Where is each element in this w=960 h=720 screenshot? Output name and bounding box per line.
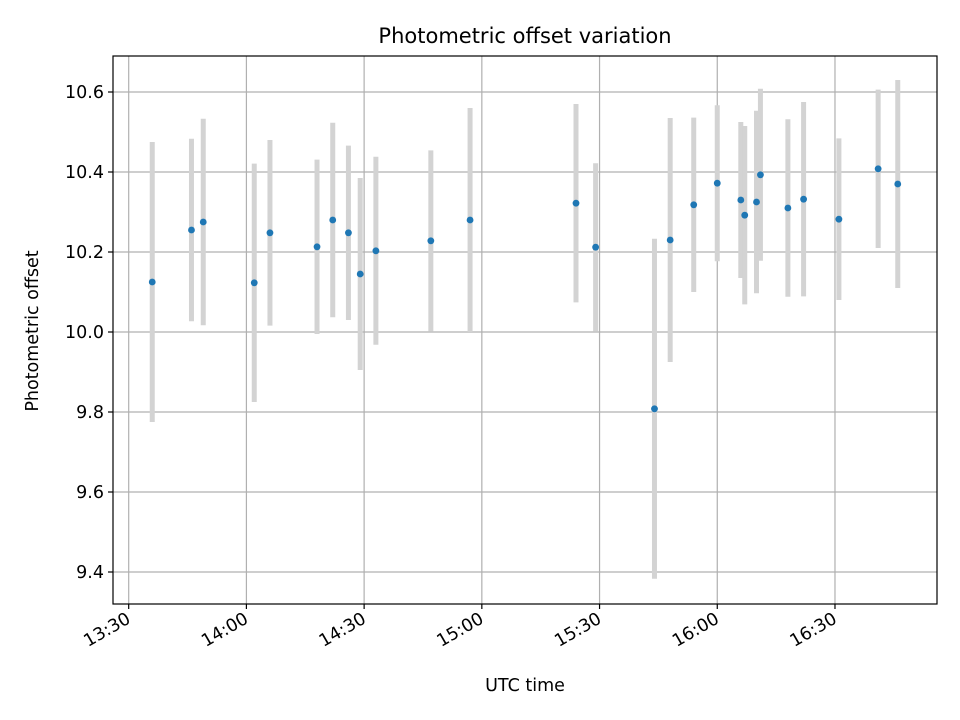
y-axis-title: Photometric offset bbox=[23, 250, 43, 411]
chart-title: Photometric offset variation bbox=[378, 24, 671, 48]
y-axis: 9.4 9.6 9.8 10.0 10.2 10.4 10.6 bbox=[65, 83, 113, 583]
data-point bbox=[713, 179, 721, 187]
grid bbox=[113, 56, 937, 604]
data-point bbox=[345, 229, 352, 237]
x-tick-label: 15:30 bbox=[551, 609, 605, 652]
data-point bbox=[148, 278, 156, 286]
data-point bbox=[592, 243, 600, 251]
data-point bbox=[741, 211, 749, 219]
y-tick-label: 10.2 bbox=[65, 243, 104, 263]
data-point bbox=[690, 201, 698, 209]
data-point bbox=[753, 198, 760, 206]
data-point bbox=[784, 204, 792, 212]
data-point bbox=[199, 218, 207, 226]
x-axis: 13:30 14:00 14:30 15:00 15:30 16:00 16:30 bbox=[81, 604, 841, 652]
plot-frame bbox=[112, 55, 938, 605]
data-point bbox=[835, 215, 843, 223]
x-axis-title: UTC time bbox=[485, 676, 565, 696]
data-point bbox=[356, 270, 364, 278]
data-point bbox=[666, 236, 674, 244]
data-point bbox=[266, 229, 274, 237]
data-points bbox=[148, 165, 902, 413]
x-tick-label: 16:00 bbox=[669, 609, 723, 652]
data-point bbox=[874, 165, 882, 173]
x-tick-label: 14:30 bbox=[316, 609, 370, 652]
y-tick-label: 9.6 bbox=[76, 483, 104, 503]
y-tick-label: 10.4 bbox=[65, 163, 104, 183]
error-bars bbox=[149, 80, 901, 579]
x-tick-label: 14:00 bbox=[198, 609, 252, 652]
data-point bbox=[572, 199, 580, 207]
data-point bbox=[427, 237, 435, 245]
data-point bbox=[757, 171, 764, 179]
data-point bbox=[800, 195, 807, 203]
y-tick-label: 9.8 bbox=[76, 403, 104, 423]
x-tick-label: 13:30 bbox=[81, 609, 135, 652]
data-point bbox=[329, 216, 337, 224]
data-point bbox=[250, 279, 258, 287]
data-point bbox=[737, 196, 745, 204]
x-tick-label: 16:30 bbox=[787, 609, 841, 652]
x-tick-label: 15:00 bbox=[434, 609, 488, 652]
data-point bbox=[313, 243, 321, 251]
y-tick-label: 10.0 bbox=[65, 323, 104, 343]
data-point bbox=[372, 247, 380, 255]
y-tick-label: 9.4 bbox=[76, 563, 104, 583]
data-point bbox=[651, 405, 658, 413]
data-point bbox=[188, 226, 195, 234]
data-point bbox=[466, 216, 474, 224]
y-tick-label: 10.6 bbox=[65, 83, 104, 103]
data-point bbox=[894, 180, 902, 188]
